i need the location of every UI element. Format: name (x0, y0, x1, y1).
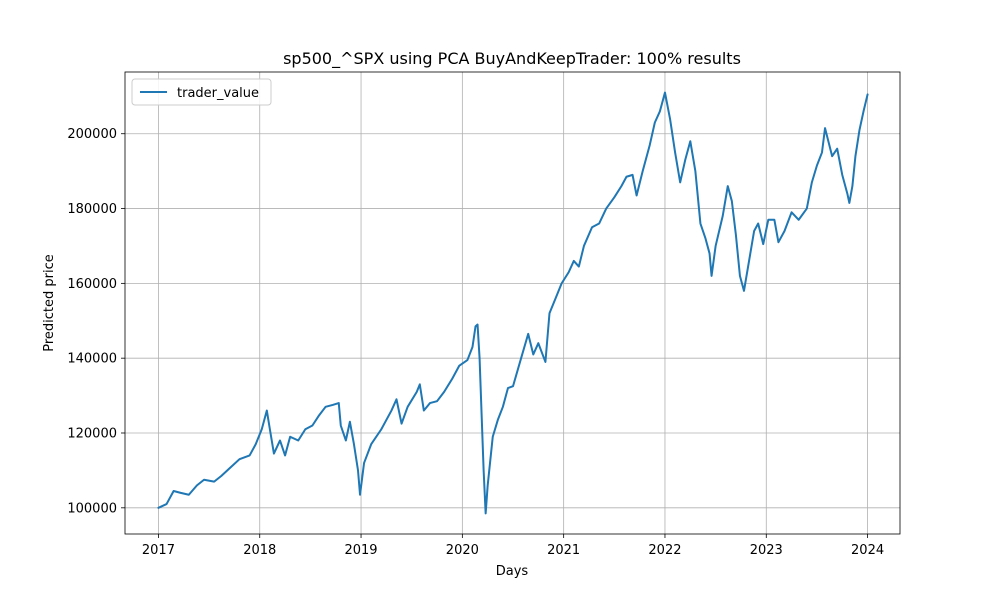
x-tick-label: 2020 (446, 543, 479, 558)
x-axis: 2017 2018 2019 2020 2021 2022 2023 2024 (142, 534, 884, 558)
x-tick-label: 2023 (750, 543, 783, 558)
series-layer (157, 91, 869, 515)
y-tick-label: 140000 (67, 352, 117, 367)
x-tick-label: 2019 (344, 543, 377, 558)
x-tick-label: 2024 (851, 543, 884, 558)
x-axis-label: Days (496, 564, 529, 579)
legend-box (131, 78, 272, 106)
y-tick-label: 160000 (67, 277, 117, 292)
x-tick-label: 2017 (142, 543, 175, 558)
y-tick-label: 200000 (67, 127, 117, 142)
x-tick-label: 2021 (547, 543, 580, 558)
y-axis: 100000 120000 140000 160000 180000 200000 (67, 127, 125, 516)
axes-frame (124, 71, 901, 535)
chart-title: sp500_^SPX using PCA BuyAndKeepTrader: 1… (283, 49, 741, 69)
y-tick-label: 100000 (67, 501, 117, 516)
legend: trader_value (131, 78, 272, 106)
x-tick-label: 2018 (243, 543, 276, 558)
legend-label-trader-value: trader_value (177, 86, 259, 101)
y-tick-label: 120000 (67, 426, 117, 441)
y-tick-label: 180000 (67, 202, 117, 217)
series-line-trader-value (157, 91, 869, 515)
x-tick-label: 2022 (648, 543, 681, 558)
grid-lines (125, 72, 900, 534)
y-axis-label: Predicted price (42, 254, 57, 352)
